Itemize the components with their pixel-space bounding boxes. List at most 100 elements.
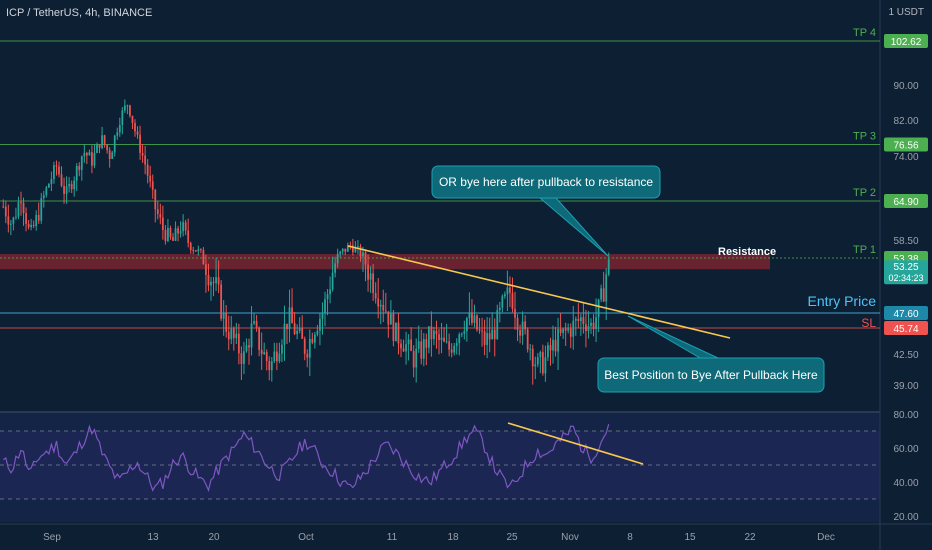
candle-body: [359, 246, 362, 257]
candle-body: [493, 329, 496, 339]
level-label-5: SL: [861, 316, 876, 330]
candle-body: [448, 341, 451, 350]
candle-body: [9, 223, 12, 225]
candle-body: [235, 333, 238, 339]
candle-body: [438, 334, 440, 340]
candle-body: [258, 327, 261, 350]
candle-body: [344, 248, 347, 252]
price-tag-4: 47.60: [893, 309, 918, 320]
candle-body: [324, 299, 326, 314]
x-tick-label-11: Dec: [817, 532, 835, 543]
resistance-label: Resistance: [718, 246, 776, 258]
candle-body: [42, 195, 45, 199]
candle-body: [590, 322, 592, 326]
candle-body: [567, 328, 570, 331]
candle-body: [194, 250, 197, 252]
candle-body: [372, 273, 375, 294]
candle-body: [574, 318, 577, 321]
candle-body: [382, 304, 385, 311]
candle-body: [541, 352, 544, 374]
candle-body: [63, 185, 65, 194]
y-tick-label-11: 90.00: [893, 81, 918, 92]
candle-body: [415, 348, 418, 368]
candle-body: [557, 329, 559, 352]
candle-body: [159, 214, 162, 218]
candle-body: [40, 198, 43, 221]
level-label-4: Entry Price: [808, 293, 877, 309]
candle-body: [402, 348, 405, 352]
candle-body: [412, 350, 415, 368]
candle-body: [232, 328, 235, 339]
currency-unit: 1 USDT: [888, 7, 924, 18]
candle-body: [405, 344, 407, 352]
candle-body: [225, 312, 228, 332]
candle-body: [47, 184, 50, 188]
candle-body: [116, 132, 119, 136]
candle-body: [329, 289, 331, 295]
candle-body: [2, 206, 5, 208]
x-tick-label-5: 18: [447, 532, 459, 543]
candle-body: [498, 307, 501, 311]
candle-body: [579, 317, 582, 322]
candle-body: [291, 307, 293, 324]
candle-body: [311, 338, 314, 343]
candle-body: [68, 184, 71, 187]
x-tick-label-8: 8: [627, 532, 633, 543]
price-tag-0: 102.62: [891, 37, 922, 48]
candle-body: [192, 250, 195, 252]
candle-body: [230, 328, 233, 340]
rsi-tick-label-2: 60.00: [893, 444, 918, 455]
candle-body: [88, 152, 91, 156]
y-tick-label-10: 82.00: [893, 116, 918, 127]
candle-body: [134, 123, 136, 132]
candle-body: [397, 322, 400, 344]
price-tag-bg-0: [884, 34, 928, 48]
candle-body: [174, 228, 177, 241]
candle-body: [184, 222, 187, 231]
callout-top-pointer: [538, 197, 609, 257]
candle-body: [15, 216, 17, 218]
candle-body: [536, 357, 539, 365]
candle-body: [463, 331, 466, 334]
candle-body: [250, 323, 253, 348]
candle-body: [453, 345, 456, 353]
candle-body: [111, 152, 114, 160]
candle-body: [367, 264, 369, 280]
candle-body: [202, 250, 205, 265]
candle-body: [443, 337, 445, 342]
candle-body: [151, 181, 154, 190]
candle-body: [215, 277, 217, 284]
candle-body: [460, 333, 463, 335]
candle-body: [354, 247, 357, 253]
candle-body: [531, 348, 534, 367]
candle-body: [445, 341, 448, 343]
candle-body: [516, 317, 519, 331]
candle-body: [144, 155, 147, 165]
candle-body: [473, 315, 476, 323]
candle-body: [313, 334, 316, 343]
candle-body: [422, 339, 425, 359]
candle-body: [503, 294, 506, 297]
candle-body: [572, 320, 575, 337]
candle-body: [91, 152, 93, 166]
candle-body: [319, 318, 321, 331]
candle-body: [577, 318, 580, 322]
candle-body: [25, 213, 27, 224]
price-tag-5: 45.74: [893, 324, 918, 335]
candle-body: [585, 324, 587, 332]
candle-body: [357, 246, 359, 248]
candle-body: [156, 209, 159, 215]
candle-body: [123, 105, 126, 111]
candle-body: [509, 287, 511, 293]
y-tick-label-6: 58.50: [893, 236, 918, 247]
candle-body: [248, 345, 250, 348]
candle-body: [237, 333, 240, 354]
candle-body: [83, 153, 86, 157]
candle-body: [131, 115, 134, 124]
candle-body: [430, 326, 433, 340]
candle-body: [245, 345, 248, 352]
candle-body: [65, 186, 68, 194]
candle-body: [30, 224, 33, 228]
candle-body: [98, 144, 101, 148]
